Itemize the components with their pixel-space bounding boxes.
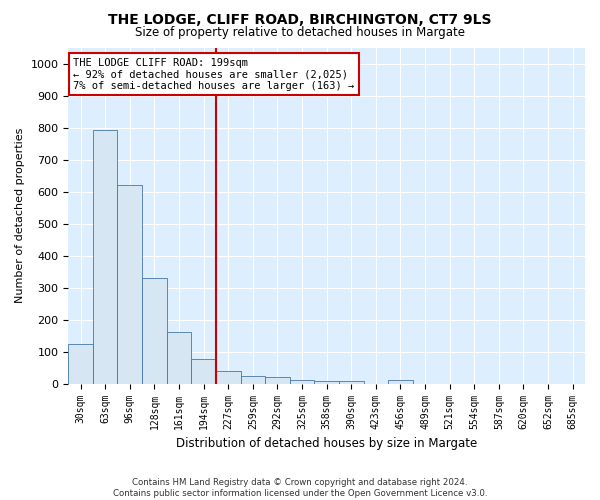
Bar <box>241 376 265 384</box>
Bar <box>314 381 339 384</box>
Bar <box>118 185 142 384</box>
Bar <box>216 371 241 384</box>
Text: THE LODGE CLIFF ROAD: 199sqm
← 92% of detached houses are smaller (2,025)
7% of : THE LODGE CLIFF ROAD: 199sqm ← 92% of de… <box>73 58 355 91</box>
Y-axis label: Number of detached properties: Number of detached properties <box>15 128 25 304</box>
Bar <box>68 344 93 384</box>
Text: Size of property relative to detached houses in Margate: Size of property relative to detached ho… <box>135 26 465 39</box>
Bar <box>265 376 290 384</box>
Bar <box>339 381 364 384</box>
Bar <box>388 380 413 384</box>
Bar <box>167 332 191 384</box>
Bar <box>290 380 314 384</box>
Bar <box>142 278 167 384</box>
Bar <box>93 130 118 384</box>
Text: THE LODGE, CLIFF ROAD, BIRCHINGTON, CT7 9LS: THE LODGE, CLIFF ROAD, BIRCHINGTON, CT7 … <box>108 12 492 26</box>
X-axis label: Distribution of detached houses by size in Margate: Distribution of detached houses by size … <box>176 437 477 450</box>
Bar <box>191 358 216 384</box>
Text: Contains HM Land Registry data © Crown copyright and database right 2024.
Contai: Contains HM Land Registry data © Crown c… <box>113 478 487 498</box>
